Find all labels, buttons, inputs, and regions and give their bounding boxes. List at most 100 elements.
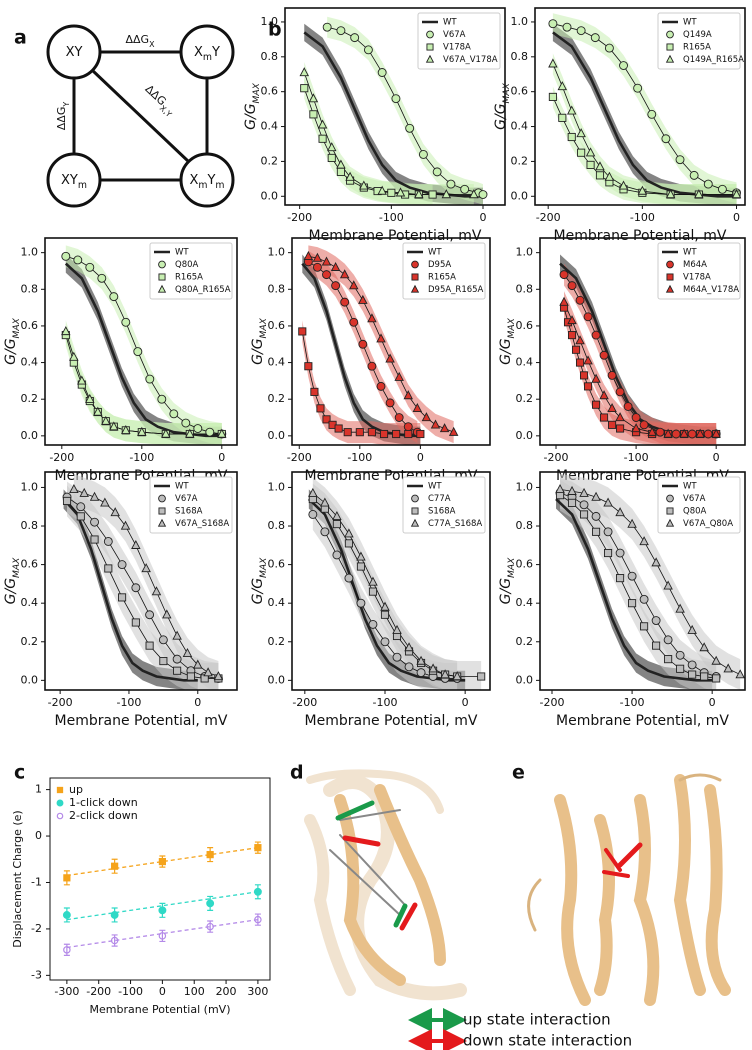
data-point xyxy=(120,520,131,530)
legend-symbol xyxy=(665,518,675,527)
data-point xyxy=(688,670,697,679)
data-point xyxy=(145,374,155,384)
confidence-band xyxy=(304,23,483,205)
data-point xyxy=(377,68,387,77)
data-point xyxy=(441,189,452,199)
legend-label: S168A xyxy=(175,507,203,517)
data-point xyxy=(571,345,581,354)
x-tick-label: 0 xyxy=(480,211,487,224)
data-point xyxy=(172,654,182,664)
edge-label: ΔΔGY xyxy=(55,102,71,131)
data-point xyxy=(344,539,353,548)
data-point xyxy=(327,142,337,152)
data-point xyxy=(359,180,369,190)
x-tick-label: -200 xyxy=(544,451,569,464)
data-point xyxy=(595,171,605,180)
x-tick-label: -200 xyxy=(86,985,111,998)
data-point xyxy=(158,906,167,915)
x-tick-label: -100 xyxy=(129,451,154,464)
data-point xyxy=(69,483,79,494)
legend-symbol xyxy=(411,260,419,269)
data-point xyxy=(687,429,697,439)
data-point xyxy=(591,373,601,383)
y-tick-label: -1 xyxy=(31,875,42,888)
data-point xyxy=(418,149,428,159)
data-point xyxy=(368,619,378,629)
legend-symbol xyxy=(426,43,434,51)
data-point xyxy=(583,355,593,365)
confidence-band xyxy=(552,13,737,204)
data-point xyxy=(723,663,733,673)
data-point xyxy=(600,413,609,422)
y-tick-label: 0.2 xyxy=(268,392,286,405)
data-point xyxy=(73,255,83,265)
panel-label: c xyxy=(14,762,25,784)
plot-frame xyxy=(534,7,746,206)
y-axis-label: G/GMAX xyxy=(3,317,22,364)
data-point xyxy=(62,496,72,505)
data-point xyxy=(131,583,141,593)
data-point xyxy=(343,428,352,437)
y-axis-label-part: G/G xyxy=(3,578,19,605)
x-tick-label: 0 xyxy=(159,985,166,998)
data-point xyxy=(159,657,168,666)
legend-label: down state interaction xyxy=(463,1032,632,1050)
data-point xyxy=(133,347,143,357)
data-point xyxy=(392,429,401,439)
legend-symbol xyxy=(425,54,435,63)
data-point xyxy=(567,132,576,142)
data-point xyxy=(548,58,558,68)
data-point xyxy=(403,422,413,432)
data-point xyxy=(145,610,155,620)
y-tick-label: 0.6 xyxy=(268,319,286,332)
plot-frame xyxy=(44,471,238,691)
data-point xyxy=(206,899,215,908)
data-point xyxy=(700,672,709,681)
legend-label: M64A_V178A xyxy=(683,285,739,295)
distance-line xyxy=(339,809,401,821)
data-point xyxy=(585,147,596,157)
node-label-part: m xyxy=(198,180,207,191)
node-label-part: Y xyxy=(206,173,215,188)
distance-line xyxy=(329,849,401,916)
data-point xyxy=(193,424,203,433)
data-point xyxy=(158,635,168,645)
data-point xyxy=(169,409,179,419)
legend-label: V67A xyxy=(443,30,466,40)
edge xyxy=(90,68,191,164)
y-axis-label-part: G/G xyxy=(498,578,514,605)
x-tick-label: -100 xyxy=(118,985,143,998)
data-point xyxy=(599,350,609,360)
fit-line xyxy=(552,63,737,195)
y-tick-label: 0.0 xyxy=(261,189,279,202)
data-point xyxy=(377,185,387,195)
data-point xyxy=(619,61,628,70)
y-tick-label: 0.0 xyxy=(516,673,534,686)
data-point xyxy=(663,428,673,438)
data-point xyxy=(469,189,479,199)
loop xyxy=(527,773,722,932)
data-point xyxy=(367,428,376,437)
legend-symbol xyxy=(157,518,167,527)
legend-frame xyxy=(657,476,741,534)
data-point xyxy=(576,128,586,138)
plot-frame xyxy=(291,237,491,446)
data-point xyxy=(111,862,119,870)
data-point xyxy=(592,527,601,536)
data-point xyxy=(161,428,171,438)
data-point xyxy=(121,424,131,434)
data-point xyxy=(182,647,193,657)
data-point xyxy=(675,603,685,613)
data-point xyxy=(592,400,601,409)
x-tick-label: -200 xyxy=(540,696,565,709)
data-point xyxy=(477,672,486,681)
y-tick-label: 1.0 xyxy=(261,15,279,28)
y-tick-label: 0 xyxy=(35,829,42,842)
data-point xyxy=(615,548,625,558)
node xyxy=(46,24,102,80)
data-point xyxy=(432,167,442,177)
data-point xyxy=(661,134,671,144)
data-point xyxy=(421,412,432,422)
node-label-part: XY xyxy=(61,173,78,188)
data-point xyxy=(604,43,614,53)
